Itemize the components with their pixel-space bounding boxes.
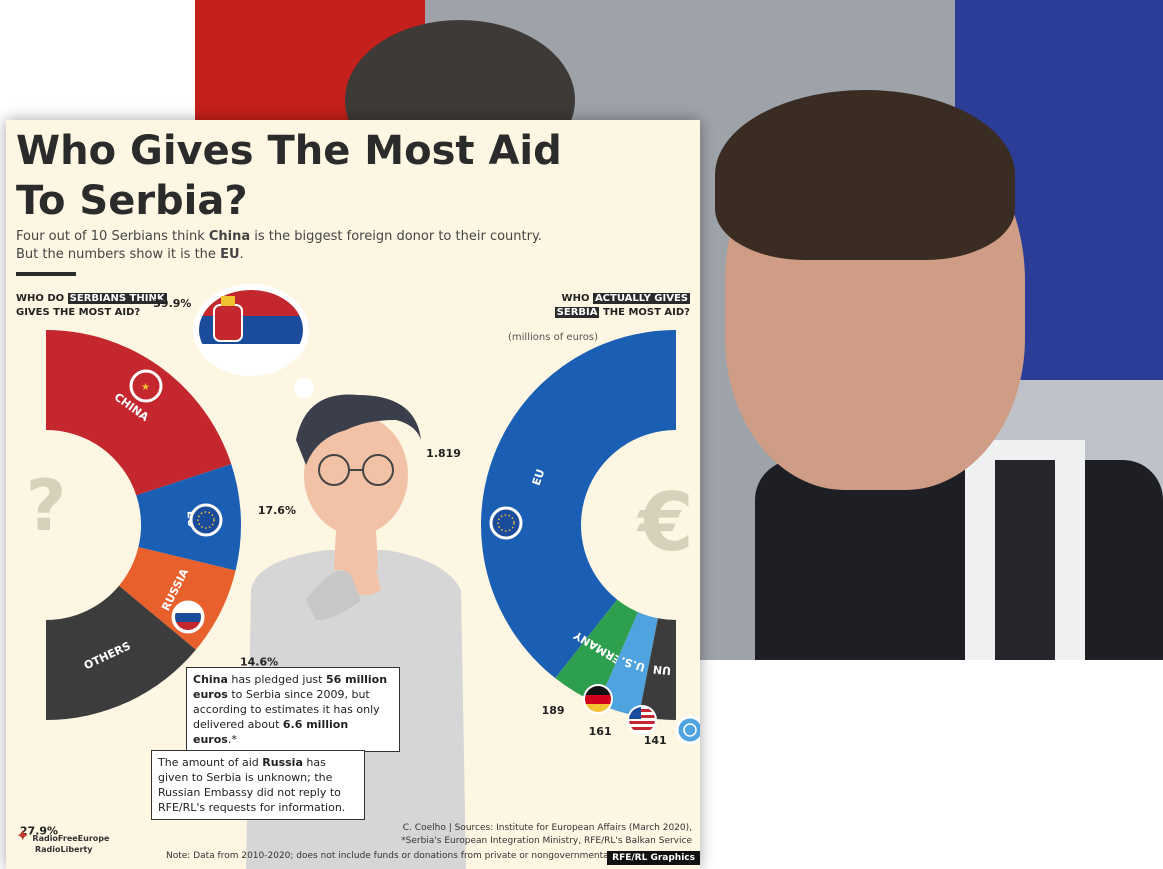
- photo-suit: [755, 460, 1163, 660]
- heading-text: GIVES THE MOST AID?: [16, 307, 141, 318]
- note-emphasis: 6.6 million euros: [193, 718, 349, 746]
- source-credit: C. Coelho | Sources: Institute for Europ…: [362, 822, 692, 848]
- note-text: has given to Serbia is unknown; the Russ…: [158, 756, 346, 814]
- photo-tie: [995, 460, 1055, 660]
- china-flag-icon: ★: [129, 369, 163, 403]
- left-segment-eu: [136, 464, 241, 571]
- subtitle-eu: EU: [220, 247, 240, 262]
- credit-line: *Serbia's European Integration Ministry,…: [401, 836, 692, 846]
- right-segment-un: [638, 618, 676, 720]
- note-emphasis: China: [193, 673, 228, 686]
- heading-highlight: SERBIA: [554, 307, 600, 318]
- right-segment-label: UN: [652, 662, 671, 677]
- russia-flag-icon: [171, 600, 205, 634]
- title-rule: [16, 272, 76, 276]
- note-text: .*: [227, 733, 237, 746]
- photo-man-hair: [715, 90, 1015, 260]
- right-value-label: 189: [542, 704, 565, 717]
- serbia-flag-bubble: [193, 284, 326, 414]
- infographic-subtitle: Four out of 10 Serbians think China is t…: [16, 228, 656, 264]
- subtitle-text: Four out of 10 Serbians think: [16, 229, 209, 244]
- credit-line: C. Coelho | Sources: Institute for Europ…: [402, 823, 692, 833]
- right-value-label: 161: [589, 725, 612, 738]
- eu-flag-icon: [189, 503, 223, 537]
- infographic-title: Who Gives The Most Aid To Serbia?: [16, 128, 562, 224]
- note-text: The amount of aid: [158, 756, 263, 769]
- right-chart-heading: WHO ACTUALLY GIVES SERBIA THE MOST AID?: [554, 292, 690, 320]
- left-value-label: 27.9%: [20, 824, 58, 837]
- infographic-card: Who Gives The Most Aid To Serbia? Four o…: [6, 120, 700, 869]
- units-label: (millions of euros): [508, 332, 599, 343]
- subtitle-text: is the biggest foreign donor to their co…: [250, 229, 542, 244]
- heading-text: WHO DO: [16, 293, 68, 304]
- russia-note: The amount of aid Russia has given to Se…: [151, 750, 365, 820]
- heading-highlight: SERBIANS THINK: [67, 293, 167, 304]
- subtitle-text: .: [239, 247, 244, 262]
- rferl-logo: ✦ RadioFreeEurope RadioLiberty: [16, 828, 110, 855]
- us-flag-icon: [627, 705, 657, 735]
- note-text: has pledged just: [227, 673, 326, 686]
- un-logo-icon: [675, 715, 700, 745]
- right-segment-eu: [480, 330, 676, 679]
- logo-text: RadioFreeEurope: [32, 834, 110, 843]
- svg-text:★: ★: [141, 382, 150, 393]
- left-chart-heading: WHO DO SERBIANS THINK GIVES THE MOST AID…: [16, 292, 167, 320]
- rferl-graphics-badge: RFE/RL Graphics: [607, 851, 700, 865]
- left-value-label: 17.6%: [258, 504, 296, 517]
- right-value-label: 141: [644, 734, 667, 747]
- logo-text: RadioLiberty: [35, 845, 93, 854]
- note-emphasis: Russia: [262, 756, 303, 769]
- euro-sign-icon: €: [636, 476, 694, 569]
- rferl-torch-icon: ✦: [16, 826, 30, 845]
- left-value-label: 14.6%: [240, 655, 278, 668]
- left-segment-others: [46, 585, 196, 720]
- subtitle-text: But the numbers show it is the: [16, 247, 221, 262]
- heading-highlight: ACTUALLY GIVES: [592, 293, 690, 304]
- data-footnote: Note: Data from 2010-2020; does not incl…: [166, 851, 612, 861]
- right-segment-label: EU: [530, 467, 548, 487]
- note-emphasis: 56 million euros: [193, 673, 388, 701]
- heading-text: THE MOST AID?: [599, 307, 690, 318]
- china-note: China has pledged just 56 million euros …: [186, 667, 400, 752]
- heading-text: WHO: [561, 293, 593, 304]
- note-text: to Serbia since 2009, but according to e…: [193, 688, 380, 731]
- question-mark-icon: ?: [26, 465, 67, 547]
- left-segment-russia: [119, 547, 236, 650]
- subtitle-china: China: [208, 229, 251, 244]
- right-segment-us: [598, 612, 658, 717]
- right-segment-germany: [555, 599, 639, 704]
- eu-flag-icon: [489, 506, 523, 540]
- left-value-label: 39.9%: [153, 297, 191, 310]
- germany-flag-icon: [583, 684, 613, 714]
- left-segment-china: [46, 330, 232, 496]
- right-value-label: 1.819: [426, 447, 461, 460]
